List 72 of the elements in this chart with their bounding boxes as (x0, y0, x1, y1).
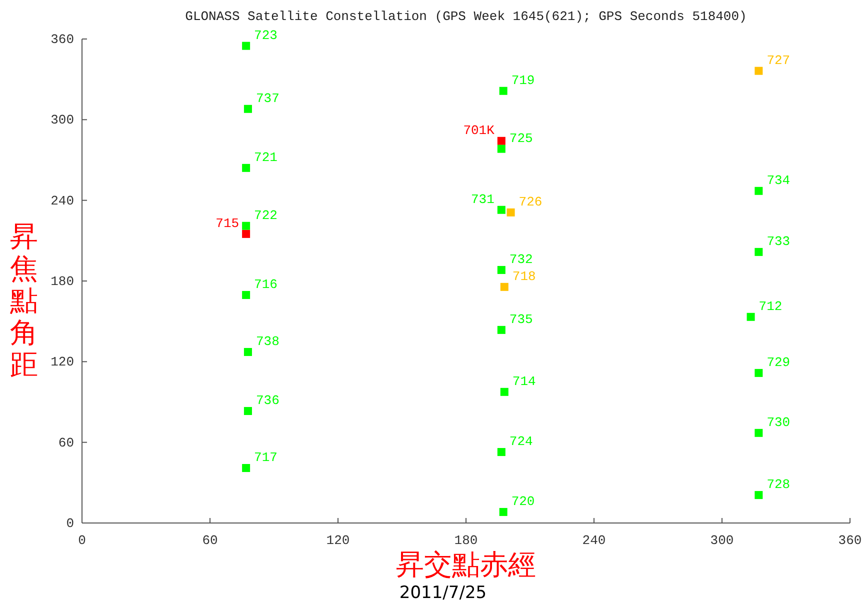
annotation: 728 (766, 477, 790, 492)
x-tick-label: 240 (582, 533, 606, 548)
point (500, 282, 508, 291)
point (244, 348, 252, 356)
annotation: 734 (766, 172, 790, 188)
point (754, 186, 763, 195)
point (242, 230, 250, 238)
chart-title: GLONASS Satellite Constellation (GPS Week 1645(621); GPS Seconds 518400) (185, 9, 747, 24)
y-tick-label: 0 (66, 516, 74, 531)
point (754, 491, 763, 500)
point (497, 136, 506, 145)
point (242, 42, 250, 50)
annotation: 716 (254, 276, 278, 292)
x-tick-label: 360 (838, 533, 862, 548)
point (497, 448, 506, 456)
annotation: 724 (509, 434, 534, 450)
point (244, 104, 252, 113)
y-tick-label: 120 (50, 354, 74, 370)
y-tick-label: 180 (50, 274, 74, 289)
annotation: 733 (766, 234, 790, 249)
point (497, 266, 506, 274)
point (754, 66, 763, 75)
annotation: 723 (254, 28, 278, 43)
point (242, 222, 250, 230)
x-tick-label: 300 (710, 533, 734, 548)
annotation: 719 (511, 72, 535, 88)
point (500, 388, 508, 396)
x-tick-label: 180 (454, 533, 478, 548)
annotation: 731 (471, 192, 495, 207)
annotation: 718 (512, 268, 536, 284)
y-tick-label: 360 (50, 32, 74, 47)
point (754, 368, 763, 377)
text: 2011/7/25 (399, 583, 487, 602)
annotation: 737 (256, 90, 280, 106)
annotation: 729 (766, 354, 790, 370)
x-tick-label: 60 (202, 533, 218, 548)
annotation: 717 (254, 450, 278, 466)
point (497, 206, 506, 214)
annotation: 725 (509, 130, 533, 146)
point (754, 428, 763, 437)
x-tick-label: 0 (78, 533, 86, 548)
point (499, 508, 508, 516)
point (506, 208, 515, 216)
y-tick-label: 300 (50, 112, 74, 128)
x-axis-title: 昇交點赤經 (396, 548, 536, 581)
annotation: 736 (256, 393, 280, 408)
point (242, 290, 250, 299)
annotation: 701K (463, 122, 495, 138)
annotation: 715 (216, 216, 240, 231)
annotation: 735 (509, 312, 533, 327)
point (746, 312, 755, 321)
annotation: 732 (509, 252, 533, 267)
annotation: 738 (256, 334, 280, 349)
annotation: 714 (512, 374, 536, 389)
y-axis-title: 昇焦點角距 (9, 220, 38, 381)
annotation: 721 (254, 150, 278, 165)
point (497, 326, 506, 334)
point (497, 144, 506, 153)
point (499, 86, 508, 95)
annotation: 726 (518, 194, 542, 210)
annotation: 730 (766, 414, 790, 430)
annotation: 727 (766, 52, 790, 68)
point (242, 464, 250, 472)
point (754, 248, 763, 256)
point (242, 164, 250, 172)
y-tick-label: 240 (50, 193, 74, 208)
point (244, 407, 252, 416)
annotation: 722 (254, 208, 278, 223)
x-tick-label: 120 (326, 533, 350, 548)
y-tick-label: 60 (58, 435, 74, 450)
annotation: 720 (511, 494, 535, 509)
annotation: 712 (758, 298, 782, 314)
